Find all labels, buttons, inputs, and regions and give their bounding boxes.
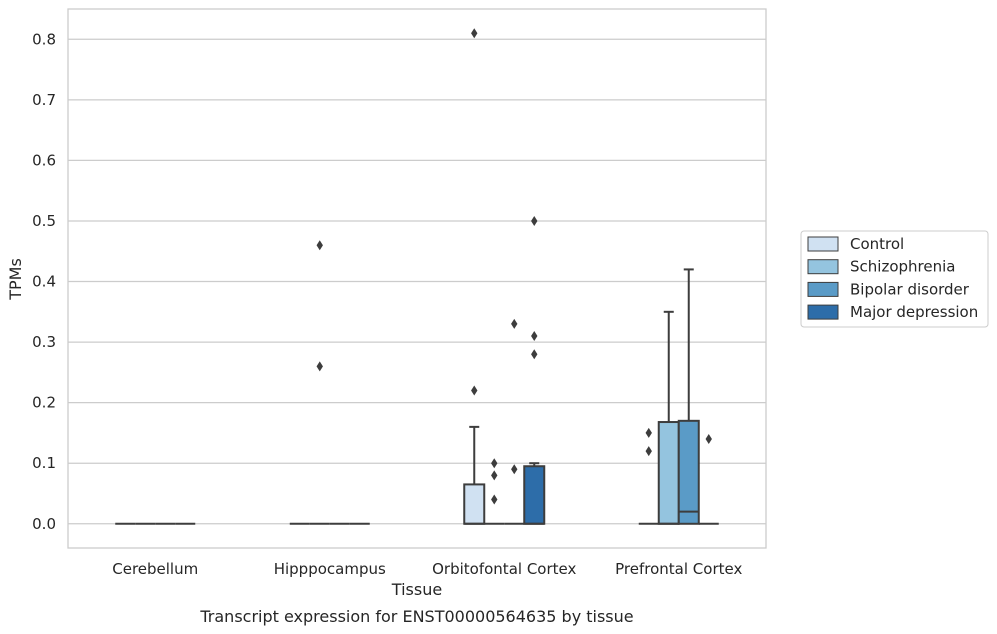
y-tick-label: 0.4 bbox=[32, 273, 56, 291]
box bbox=[657, 421, 680, 525]
y-axis-ticks: 0.0 0.1 0.2 0.3 0.4 0.5 0.6 0.7 0.8 bbox=[32, 30, 56, 532]
y-tick-label: 0.8 bbox=[32, 30, 56, 48]
legend: Control Schizophrenia Bipolar disorder Majo… bbox=[800, 230, 989, 328]
x-axis-label: Tissue bbox=[391, 580, 442, 599]
legend-label: Control bbox=[850, 235, 904, 253]
y-tick-label: 0.6 bbox=[32, 151, 56, 169]
legend-label: Bipolar disorder bbox=[850, 280, 970, 298]
boxes bbox=[115, 28, 719, 525]
outlier-point bbox=[645, 446, 652, 457]
outlier-point bbox=[471, 28, 478, 39]
box bbox=[523, 465, 546, 525]
x-tick-label: Hipppocampus bbox=[274, 560, 386, 578]
outlier-point bbox=[645, 427, 652, 438]
box bbox=[463, 483, 486, 525]
outlier-point bbox=[316, 240, 323, 251]
outlier-point bbox=[491, 458, 498, 469]
x-axis-ticks: Cerebellum Hipppocampus Orbitofontal Corte… bbox=[112, 560, 742, 578]
y-tick-label: 0.3 bbox=[32, 333, 56, 351]
legend-frame bbox=[800, 230, 989, 328]
chart-title: Transcript expression for ENST0000056463… bbox=[199, 607, 633, 626]
legend-swatch bbox=[807, 259, 839, 275]
y-tick-label: 0.5 bbox=[32, 212, 56, 230]
outlier-point bbox=[531, 215, 538, 226]
x-tick-label: Orbitofontal Cortex bbox=[432, 560, 576, 578]
box bbox=[677, 419, 700, 525]
outlier-point bbox=[471, 385, 478, 396]
outlier-point bbox=[316, 361, 323, 372]
plot-frame bbox=[67, 8, 767, 549]
y-tick-label: 0.2 bbox=[32, 394, 56, 412]
outlier-point bbox=[511, 464, 518, 475]
legend-swatch bbox=[807, 281, 839, 297]
outlier-point bbox=[491, 470, 498, 481]
y-tick-label: 0.0 bbox=[32, 515, 56, 533]
legend-label: Major depression bbox=[850, 303, 978, 321]
y-tick-label: 0.1 bbox=[32, 454, 56, 472]
outlier-point bbox=[705, 433, 712, 444]
x-tick-label: Cerebellum bbox=[112, 560, 198, 578]
y-tick-label: 0.7 bbox=[32, 91, 56, 109]
x-tick-label: Prefrontal Cortex bbox=[615, 560, 742, 578]
outlier-point bbox=[491, 494, 498, 505]
outlier-point bbox=[511, 318, 518, 329]
outlier-point bbox=[531, 349, 538, 360]
legend-swatch bbox=[807, 304, 839, 320]
outlier-point bbox=[531, 331, 538, 342]
legend-label: Schizophrenia bbox=[850, 258, 955, 276]
y-axis-label: TPMs bbox=[6, 258, 25, 301]
legend-swatch bbox=[807, 236, 839, 252]
grid-lines bbox=[68, 38, 766, 525]
